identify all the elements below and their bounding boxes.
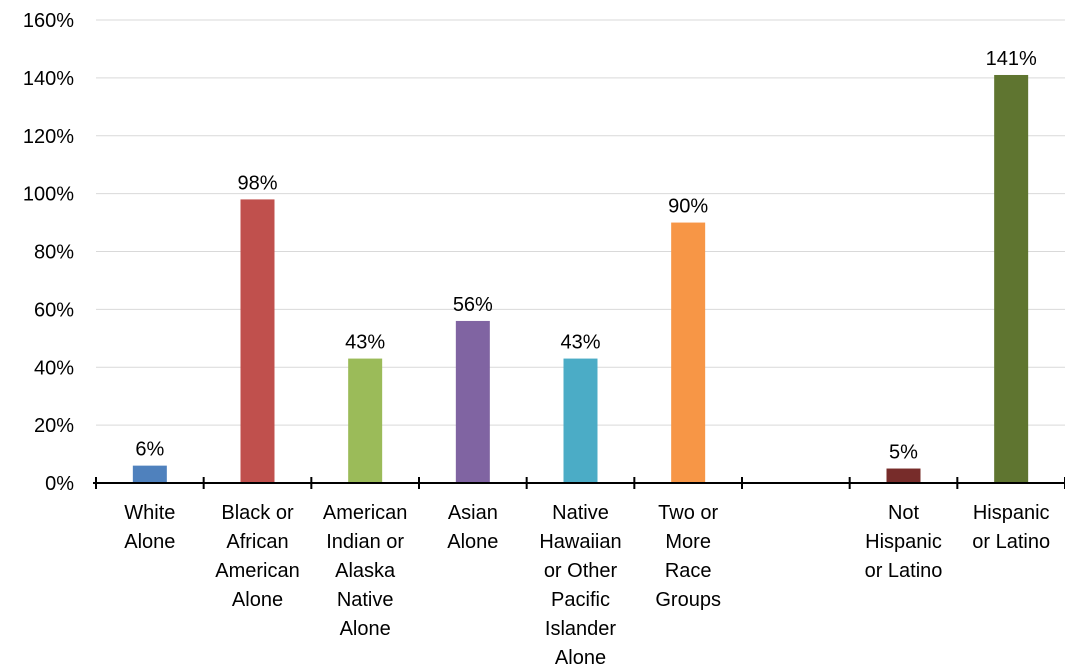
y-tick-label: 120% (23, 126, 74, 148)
x-tick-label-line: or Latino (865, 560, 943, 582)
x-tick-label-line: American (323, 502, 407, 524)
x-tick-label: Hispanic or Latino (972, 502, 1050, 553)
bar (348, 358, 383, 483)
y-tick-label: 140% (23, 68, 74, 90)
x-tick-label-line: White (124, 502, 175, 524)
data-label: 5% (889, 442, 918, 464)
x-tick-label-line: Alone (124, 531, 175, 553)
x-tick-label-line: Hispanic (973, 502, 1050, 524)
y-tick-label: 160% (23, 10, 74, 32)
y-tick-label: 0% (45, 473, 74, 495)
x-tick-label-line: Race (665, 560, 712, 582)
labels: 0% 20% 40% 60% 80% 100% 120% 140% 160% 6% 98% 43% 56… (23, 10, 1050, 668)
data-label: 43% (560, 332, 600, 354)
x-tick-label: American Indian or Alaska Native Alone (323, 502, 407, 640)
x-tick-label-line: Native (337, 589, 394, 611)
bars (132, 74, 1029, 483)
x-tick-label: Black or African American Alone (215, 502, 299, 611)
x-tick-label: White Alone (124, 502, 175, 553)
bar (240, 199, 275, 483)
x-tick-label-line: Alaska (335, 560, 396, 582)
bar (994, 74, 1029, 483)
y-tick-label: 20% (34, 415, 74, 437)
bar (455, 320, 490, 483)
y-tick-label: 60% (34, 299, 74, 321)
bar (132, 465, 167, 483)
x-tick-label: Asian Alone (447, 502, 498, 553)
x-tick-label-line: Hispanic (865, 531, 942, 553)
x-tick-label-line: or Latino (972, 531, 1050, 553)
x-tick-label: Two or More Race Groups (655, 502, 721, 611)
x-tick-label-line: Asian (448, 502, 498, 524)
x-tick-label-line: Hawaiian (539, 531, 621, 553)
x-tick-label-line: Islander (545, 618, 616, 640)
data-label: 141% (986, 48, 1037, 70)
x-tick-label-line: Native (552, 502, 609, 524)
bar (671, 222, 706, 483)
data-label: 90% (668, 196, 708, 218)
y-tick-label: 100% (23, 184, 74, 206)
y-tick-label: 80% (34, 242, 74, 264)
axes (93, 477, 1065, 489)
x-tick-label-line: Alone (232, 589, 283, 611)
x-tick-label-line: Black or (221, 502, 294, 524)
x-tick-label-line: Pacific (551, 589, 610, 611)
data-label: 43% (345, 332, 385, 354)
x-tick-label: Native Hawaiian or Other Pacific Islander Alo… (539, 502, 621, 668)
x-tick-label-line: Two or (658, 502, 718, 524)
x-tick-label-line: Indian or (326, 531, 404, 553)
x-tick-label-line: Not (888, 502, 920, 524)
data-label: 6% (135, 439, 164, 461)
x-tick-label-line: African (226, 531, 288, 553)
data-label: 56% (453, 294, 493, 316)
x-tick-label-line: or Other (544, 560, 618, 582)
x-tick-label-line: Alone (340, 618, 391, 640)
bar (563, 358, 598, 483)
x-tick-label-line: Alone (555, 647, 606, 668)
x-tick-label-line: American (215, 560, 299, 582)
y-tick-label: 40% (34, 357, 74, 379)
data-label: 98% (237, 172, 277, 194)
x-tick-label-line: Alone (447, 531, 498, 553)
x-tick-label-line: Groups (655, 589, 721, 611)
x-tick-label-line: More (665, 531, 711, 553)
bar (886, 468, 921, 483)
x-tick-label: Not Hispanic or Latino (865, 502, 943, 582)
